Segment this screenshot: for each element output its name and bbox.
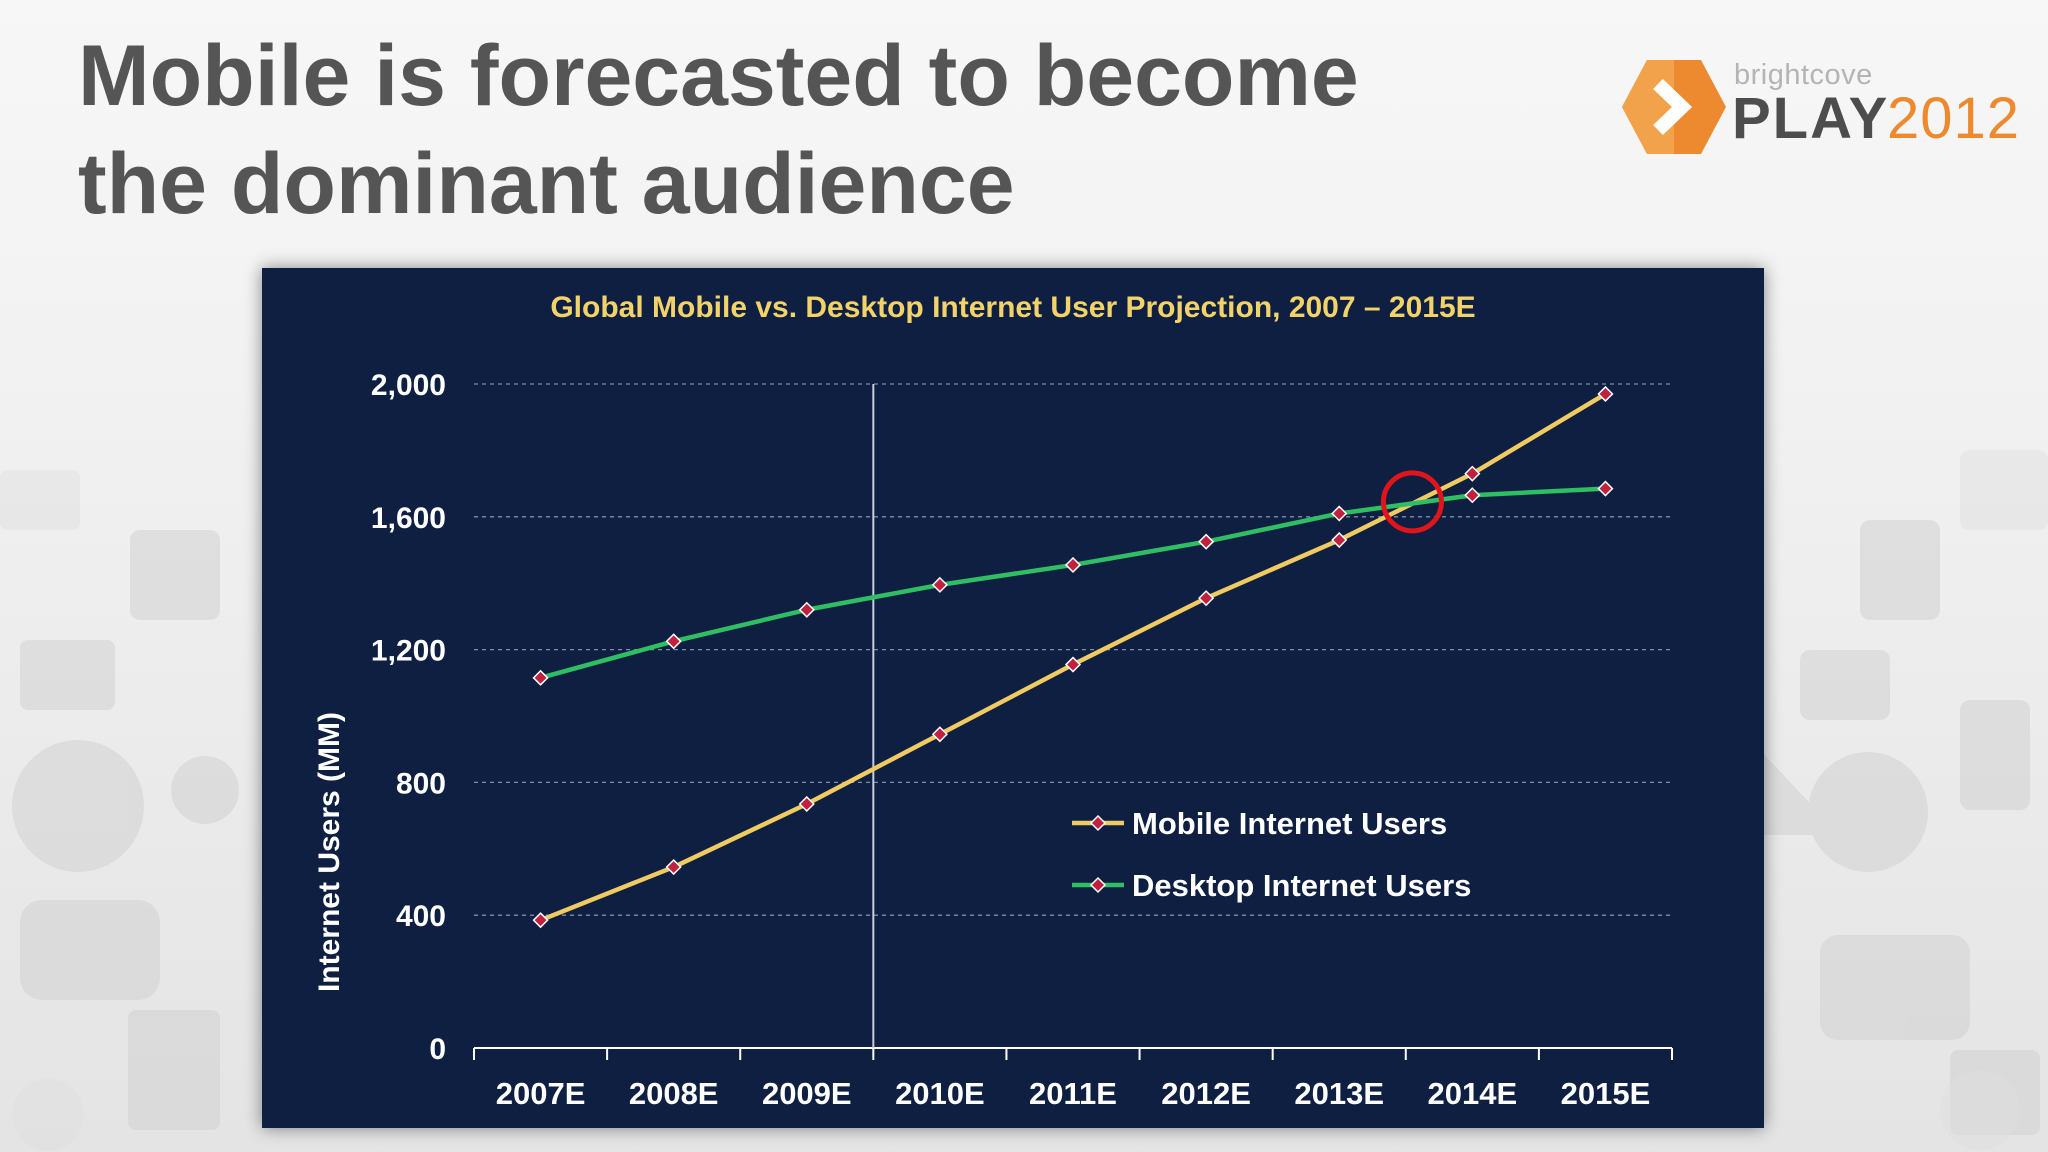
legend-marker: [1089, 814, 1107, 832]
logo-brand-text: brightcove: [1734, 59, 1873, 91]
mobile-data-point: [1331, 531, 1348, 549]
desktop-data-point: [931, 576, 948, 593]
desktop-data-point: [1064, 556, 1082, 574]
chart-panel: Global Mobile vs. Desktop Internet User …: [262, 268, 1764, 1128]
mobile-data-point: [532, 912, 549, 929]
desktop-data-point: [1464, 487, 1481, 504]
x-tick-label: 2007E: [496, 1076, 586, 1111]
mobile-data-point: [1064, 656, 1082, 673]
legend-desktop-label: Desktop Internet Users: [1132, 868, 1471, 903]
brightcove-play-2012-logo: brightcove PLAY 2012: [1620, 58, 2019, 168]
y-tick-label: 1,600: [371, 502, 446, 535]
slide-title-line-1: Mobile is forecasted to become: [78, 28, 1359, 124]
brightcove-logo-icon: [1622, 60, 1726, 154]
x-tick-label: 2010E: [895, 1076, 985, 1111]
x-tick-label: 2013E: [1294, 1076, 1384, 1111]
slide-title: Mobile is forecasted to become the domin…: [78, 22, 1558, 238]
mobile-data-point: [1198, 590, 1215, 607]
logo-year-text: 2012: [1887, 86, 2021, 151]
x-tick-label: 2011E: [1029, 1076, 1117, 1111]
legend-marker: [1089, 876, 1107, 894]
x-tick-label: 2008E: [629, 1076, 719, 1111]
desktop-data-point: [1198, 533, 1215, 550]
y-tick-label: 400: [396, 900, 446, 933]
x-tick-label: 2012E: [1161, 1076, 1251, 1111]
legend-mobile-label: Mobile Internet Users: [1132, 806, 1447, 841]
desktop-data-point: [1597, 480, 1614, 497]
desktop-data-point: [532, 669, 549, 686]
desktop-data-point: [665, 633, 682, 650]
slide-title-line-2: the dominant audience: [78, 136, 1015, 232]
mobile-data-point: [1597, 385, 1614, 403]
x-tick-label: 2014E: [1428, 1076, 1518, 1111]
mobile-data-point: [1464, 465, 1481, 482]
mobile-data-point: [798, 795, 815, 813]
desktop-data-point: [1331, 505, 1348, 522]
y-tick-label: 2,000: [371, 369, 446, 402]
chart-title: Global Mobile vs. Desktop Internet User …: [550, 291, 1476, 324]
crossover-highlight-circle: [1380, 470, 1444, 534]
logo-product-text: PLAY: [1732, 86, 1890, 151]
y-tick-label: 1,200: [371, 635, 446, 668]
desktop-data-point: [798, 601, 815, 618]
mobile-data-point: [931, 726, 948, 743]
mobile-data-point: [665, 858, 682, 876]
x-tick-label: 2009E: [762, 1076, 852, 1111]
y-tick-label: 0: [429, 1033, 446, 1066]
x-tick-label: 2015E: [1561, 1076, 1651, 1111]
line-chart: 0 400 800 1,200 1,600 2,000 2007E 2008E 2009E 201…: [371, 369, 1673, 1111]
y-tick-label: 800: [396, 767, 446, 800]
